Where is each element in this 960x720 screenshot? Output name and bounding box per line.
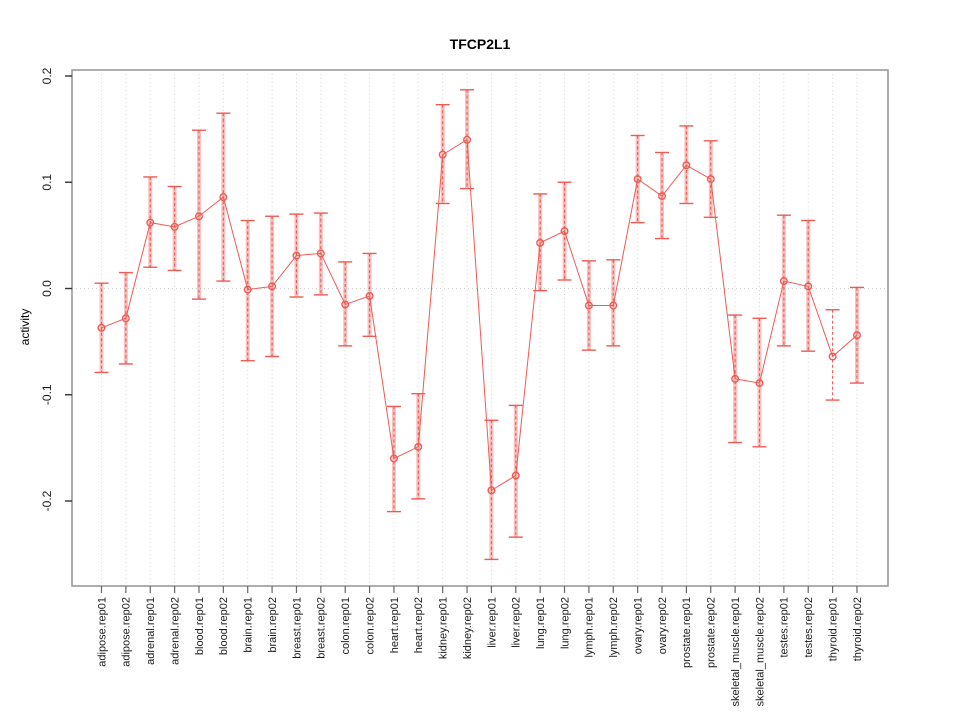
data-point <box>633 175 642 184</box>
data-point <box>194 212 203 221</box>
x-category-label: skeletal_muscle.rep02 <box>754 597 766 706</box>
x-category-label: adipose.rep01 <box>96 597 108 667</box>
data-point <box>389 454 398 463</box>
x-category-label: prostate.rep02 <box>706 597 718 668</box>
data-point <box>584 301 593 310</box>
data-point <box>268 282 277 291</box>
series-line <box>101 138 858 492</box>
data-point <box>560 227 569 236</box>
data-point <box>706 175 715 184</box>
x-category-label: lymph.rep01 <box>584 597 596 658</box>
x-category-label: thyroid.rep02 <box>852 597 864 661</box>
x-category-label: brain.rep02 <box>267 597 279 653</box>
x-category-label: lymph.rep02 <box>608 597 620 658</box>
x-category-label: breast.rep01 <box>291 597 303 659</box>
x-category-label: blood.rep02 <box>218 597 230 655</box>
data-point <box>463 135 472 144</box>
x-category-label: blood.rep01 <box>194 597 206 655</box>
x-category-label: skeletal_muscle.rep01 <box>730 597 742 706</box>
data-point <box>779 277 788 286</box>
data-point <box>536 238 545 247</box>
x-category-label: testes.rep01 <box>779 597 791 658</box>
data-point <box>658 192 667 201</box>
x-category-label: colon.rep02 <box>364 597 376 655</box>
x-category-label: kidney.rep01 <box>438 597 450 659</box>
y-tick-label: 0.2 <box>40 67 54 84</box>
data-point <box>97 323 106 332</box>
x-category-label: lung.rep01 <box>535 597 547 649</box>
plot-border <box>71 69 889 587</box>
data-point <box>852 331 861 340</box>
data-point <box>146 218 155 227</box>
data-point <box>511 471 520 480</box>
x-category-label: heart.rep01 <box>389 597 401 653</box>
x-category-label: brain.rep01 <box>243 597 255 653</box>
data-point <box>121 314 130 323</box>
y-tick-label: 0.0 <box>40 280 54 297</box>
x-category-label: adipose.rep02 <box>121 597 133 667</box>
x-category-label: prostate.rep01 <box>681 597 693 668</box>
data-point <box>755 379 764 388</box>
data-point <box>365 291 374 300</box>
data-point <box>316 249 325 258</box>
data-point <box>487 486 496 495</box>
data-point <box>414 442 423 451</box>
x-category-label: liver.rep02 <box>511 597 523 648</box>
x-category-label: testes.rep02 <box>803 597 815 658</box>
x-category-label: heart.rep02 <box>413 597 425 653</box>
data-point <box>682 161 691 170</box>
data-point <box>438 150 447 159</box>
chart-title: TFCP2L1 <box>449 36 511 52</box>
y-tick-label: 0.1 <box>40 174 54 191</box>
x-category-label: thyroid.rep01 <box>827 597 839 661</box>
data-point <box>170 222 179 231</box>
x-category-label: colon.rep01 <box>340 597 352 655</box>
data-point <box>292 251 301 260</box>
data-point <box>219 193 228 202</box>
x-category-label: lung.rep02 <box>559 597 571 649</box>
x-category-label: adrenal.rep01 <box>145 597 157 665</box>
x-category-label: adrenal.rep02 <box>169 597 181 665</box>
data-point <box>341 300 350 309</box>
x-category-label: ovary.rep02 <box>657 597 669 654</box>
x-category-label: liver.rep01 <box>486 597 498 648</box>
data-point <box>804 282 813 291</box>
data-point <box>828 352 837 361</box>
data-point <box>609 301 618 310</box>
data-point <box>731 374 740 383</box>
data-point <box>243 285 252 294</box>
y-tick-label: -0.2 <box>40 490 54 511</box>
x-category-label: kidney.rep02 <box>462 597 474 659</box>
x-category-label: breast.rep02 <box>316 597 328 659</box>
x-category-label: ovary.rep01 <box>632 597 644 654</box>
y-tick-label: -0.1 <box>40 384 54 405</box>
